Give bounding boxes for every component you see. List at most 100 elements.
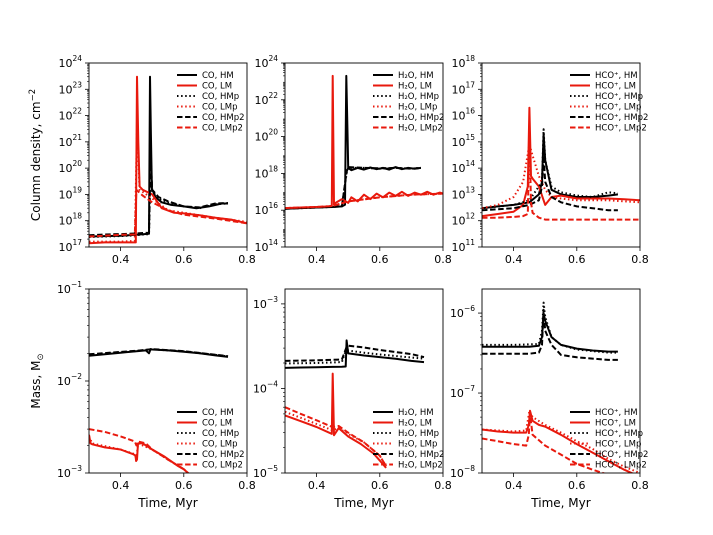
- y-tick-label: 10−5: [253, 464, 278, 480]
- series-group: [285, 74, 443, 210]
- series-line: [89, 154, 229, 237]
- legend-label: H₂O, LM: [398, 419, 432, 429]
- y-tick-label: 1017: [58, 238, 82, 254]
- series-line: [482, 143, 640, 210]
- legend-label: CO, LMp2: [202, 461, 243, 471]
- y-tick-label: 1017: [451, 80, 475, 96]
- legend-label: HCO⁺, LMp: [595, 440, 641, 450]
- y-tick-label: 10−3: [57, 464, 82, 480]
- y-tick-label: 1014: [254, 238, 278, 254]
- axes-frame: [284, 288, 444, 474]
- y-tick-label: 1022: [58, 107, 82, 123]
- y-tick-label: 1011: [451, 238, 475, 254]
- x-tick-label: 0.4: [308, 253, 326, 266]
- y-tick-label: 1013: [451, 185, 475, 201]
- y-axis-label-bottom: Mass, M⊙: [29, 353, 46, 408]
- series-line: [482, 132, 640, 221]
- legend-label: CO, HMp2: [202, 113, 245, 123]
- series-line: [482, 106, 640, 218]
- legend-label: H₂O, LMp2: [398, 461, 443, 471]
- legend-label: HCO⁺, HMp: [595, 429, 643, 439]
- legend-label: H₂O, HM: [398, 71, 434, 81]
- y-tick-label: 10−7: [450, 384, 475, 400]
- x-tick-label: 0.8: [631, 479, 649, 492]
- series-line: [89, 348, 229, 358]
- x-tick-label: 0.8: [238, 253, 256, 266]
- legend-label: CO, LMp: [202, 103, 238, 113]
- legend-label: HCO⁺, HMp2: [595, 113, 648, 123]
- panel-col-H2O: 0.4 0.6 0.8 1014 1016 1018 1020 1022 1024 H₂O, HM…: [254, 54, 451, 266]
- series-group: [482, 106, 640, 221]
- series-line: [285, 406, 387, 467]
- series-group: [89, 348, 229, 473]
- y-tick-label: 10−2: [57, 372, 82, 388]
- series-line: [89, 159, 229, 238]
- y-tick-label: 1019: [58, 185, 82, 201]
- legend-label: H₂O, HMp2: [398, 450, 444, 460]
- x-tick-label: 0.8: [434, 479, 452, 492]
- legend-label: H₂O, HMp: [398, 92, 439, 102]
- legend-label: CO, HMp: [202, 429, 239, 439]
- series-line: [285, 166, 421, 210]
- legend-label: CO, HM: [202, 408, 234, 418]
- x-tick-label: 0.4: [505, 479, 523, 492]
- series-line: [482, 132, 619, 210]
- x-tick-label: 0.4: [308, 479, 326, 492]
- y-tick-label: 1021: [58, 133, 82, 149]
- axes-frame: [88, 62, 248, 248]
- y-tick-label: 1024: [58, 54, 82, 70]
- panel-col-HCO: 0.4 0.6 0.8 1011 1012 1013 1014 1015 1016 1017 101…: [451, 54, 648, 266]
- legend-label: HCO⁺, HMp: [595, 92, 643, 102]
- legend-label: HCO⁺, HM: [595, 71, 638, 81]
- y-tick-label: 1018: [58, 212, 82, 228]
- series-line: [482, 412, 607, 473]
- y-tick-label: 1018: [254, 164, 278, 180]
- legend-label: H₂O, LMp: [398, 103, 437, 113]
- legend-label: HCO⁺, HMp2: [595, 450, 648, 460]
- series-line: [285, 410, 387, 467]
- legend-label: CO, LMp2: [202, 124, 243, 134]
- series-group: [482, 301, 640, 473]
- series-group: [89, 75, 247, 245]
- series-line: [482, 312, 618, 353]
- legend-label: CO, HM: [202, 71, 234, 81]
- y-tick-label: 1020: [58, 159, 82, 175]
- legend-label: HCO⁺, LM: [595, 419, 636, 429]
- legend-label: HCO⁺, LMp2: [595, 124, 647, 134]
- y-axis-label-top: Column density, cm−2: [28, 89, 43, 221]
- y-tick-label: 10−4: [253, 379, 278, 395]
- series-line: [285, 192, 443, 210]
- legend-label: HCO⁺, LMp2: [595, 461, 647, 471]
- x-tick-label: 0.4: [112, 479, 130, 492]
- y-tick-label: 1020: [254, 128, 278, 144]
- axes-frame: [481, 288, 641, 474]
- x-tick-label: 0.6: [568, 253, 586, 266]
- x-tick-label: 0.8: [631, 253, 649, 266]
- x-tick-label: 0.6: [371, 253, 389, 266]
- legend-label: HCO⁺, LM: [595, 82, 636, 92]
- series-line: [89, 434, 190, 473]
- series-line: [482, 409, 635, 473]
- legend-label: H₂O, HM: [398, 408, 434, 418]
- legend-label: H₂O, HMp2: [398, 113, 444, 123]
- x-axis-label: Time, Myr: [333, 496, 393, 510]
- legend-label: CO, LMp: [202, 440, 238, 450]
- y-tick-label: 1014: [451, 159, 475, 175]
- axes-frame: [481, 62, 641, 248]
- x-tick-label: 0.4: [112, 253, 130, 266]
- x-tick-label: 0.6: [371, 479, 389, 492]
- legend-label: H₂O, LMp: [398, 440, 437, 450]
- legend-label: CO, HMp2: [202, 450, 245, 460]
- y-tick-label: 10−8: [450, 464, 475, 480]
- series-line: [89, 428, 190, 473]
- x-tick-label: 0.4: [505, 253, 523, 266]
- x-tick-label: 0.6: [175, 253, 193, 266]
- series-line: [482, 308, 618, 361]
- y-tick-label: 1022: [254, 91, 278, 107]
- legend-label: CO, HMp: [202, 92, 239, 102]
- x-tick-label: 0.6: [175, 479, 193, 492]
- y-tick-label: 1023: [58, 80, 82, 96]
